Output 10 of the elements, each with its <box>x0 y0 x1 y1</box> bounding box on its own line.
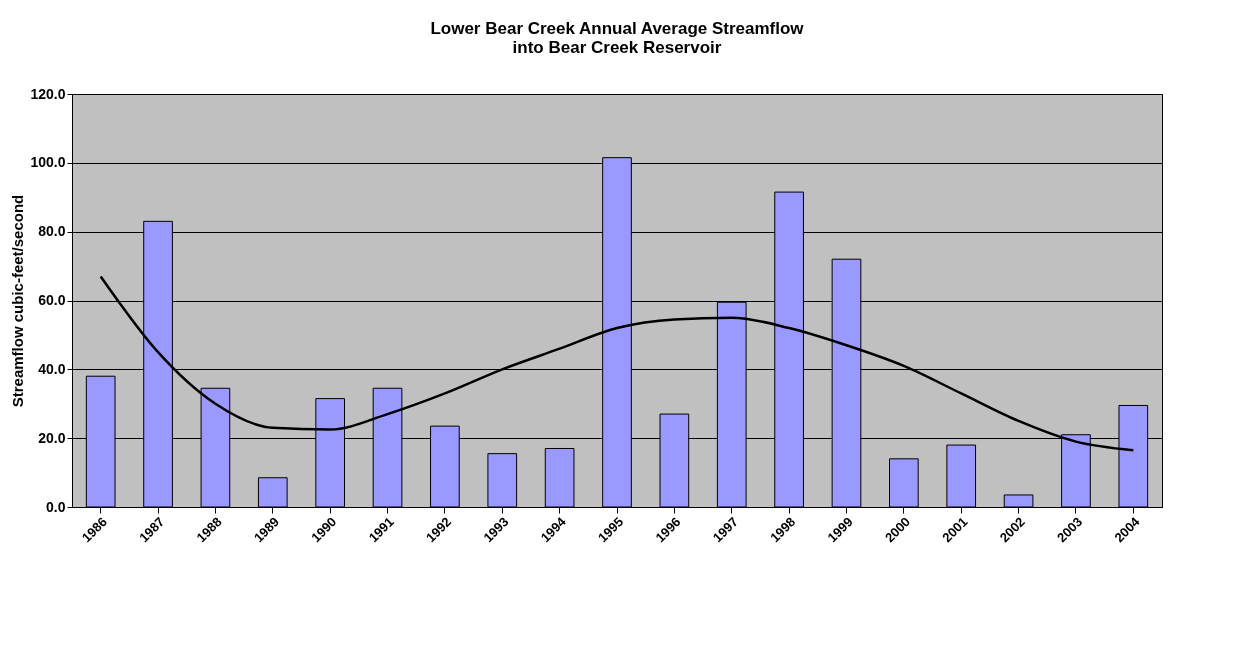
text: into Bear Creek Reservoir <box>512 38 722 57</box>
y-tick-label: 40.0 <box>38 360 66 377</box>
y-tick-label: 60.0 <box>38 292 66 308</box>
y-tick-label: 0.0 <box>46 498 66 515</box>
y-tick-label: 100.0 <box>30 154 66 171</box>
text: Lower Bear Creek Annual Average Streamflow <box>430 19 804 38</box>
y-axis-title: Streamflow cubic-feet/second <box>9 194 27 408</box>
y-tick-label: 120.0 <box>30 85 66 102</box>
y-tick-label: 80.0 <box>38 223 66 240</box>
y-tick-label: 20.0 <box>38 429 66 446</box>
